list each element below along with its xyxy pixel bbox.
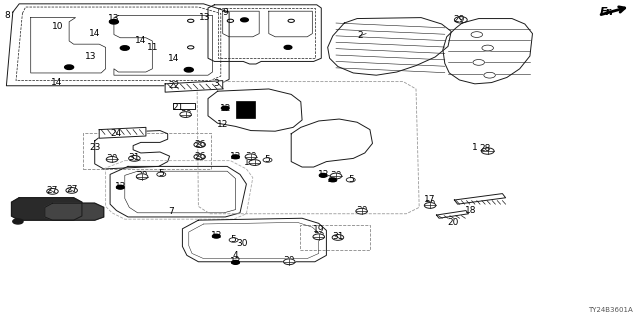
Text: 12: 12 bbox=[211, 231, 222, 240]
Text: 30: 30 bbox=[245, 152, 257, 161]
Text: 16: 16 bbox=[57, 199, 68, 208]
Bar bbox=[236, 101, 255, 118]
Text: 8: 8 bbox=[5, 11, 10, 20]
Text: 4: 4 bbox=[233, 251, 238, 260]
Text: 13: 13 bbox=[85, 52, 97, 60]
Text: 13: 13 bbox=[108, 14, 120, 23]
Text: 30: 30 bbox=[106, 154, 118, 163]
Text: 9: 9 bbox=[223, 8, 228, 17]
Circle shape bbox=[424, 203, 436, 208]
Circle shape bbox=[284, 45, 292, 49]
Circle shape bbox=[330, 173, 342, 179]
Text: 15: 15 bbox=[36, 198, 47, 207]
Text: 28: 28 bbox=[479, 144, 491, 153]
Circle shape bbox=[232, 155, 239, 159]
Text: 12: 12 bbox=[220, 104, 231, 113]
Text: 18: 18 bbox=[465, 206, 476, 215]
Text: 10: 10 bbox=[52, 22, 63, 31]
Circle shape bbox=[232, 260, 239, 264]
Text: 20: 20 bbox=[447, 218, 459, 227]
Text: 25: 25 bbox=[12, 214, 24, 223]
Circle shape bbox=[484, 72, 495, 78]
Text: 29: 29 bbox=[454, 15, 465, 24]
Text: 30: 30 bbox=[180, 110, 191, 119]
Text: 6: 6 bbox=[239, 103, 244, 112]
Text: TY24B3601A: TY24B3601A bbox=[588, 307, 632, 313]
Text: 12: 12 bbox=[327, 175, 339, 184]
Text: 14: 14 bbox=[135, 36, 147, 45]
Text: 30: 30 bbox=[236, 239, 248, 248]
Circle shape bbox=[116, 185, 124, 189]
Text: 12: 12 bbox=[230, 257, 241, 266]
Circle shape bbox=[212, 234, 220, 238]
Circle shape bbox=[473, 60, 484, 65]
Text: 22: 22 bbox=[168, 81, 180, 90]
Text: 23: 23 bbox=[89, 143, 100, 152]
Text: 12: 12 bbox=[317, 170, 329, 179]
Text: 14: 14 bbox=[89, 29, 100, 38]
Text: 5: 5 bbox=[348, 175, 353, 184]
Circle shape bbox=[65, 65, 74, 69]
Circle shape bbox=[245, 154, 257, 160]
Text: 30: 30 bbox=[356, 206, 367, 215]
Circle shape bbox=[319, 173, 327, 177]
Circle shape bbox=[471, 32, 483, 37]
Text: 12: 12 bbox=[115, 182, 126, 191]
Bar bbox=[300, 225, 370, 250]
Text: 12: 12 bbox=[244, 158, 255, 167]
Circle shape bbox=[356, 208, 367, 214]
Text: 13: 13 bbox=[199, 13, 211, 22]
Circle shape bbox=[221, 106, 229, 110]
Text: 30: 30 bbox=[284, 256, 295, 265]
Text: 30: 30 bbox=[136, 171, 148, 180]
Text: 21: 21 bbox=[172, 103, 184, 112]
Text: Fr.: Fr. bbox=[600, 7, 614, 17]
Circle shape bbox=[13, 219, 23, 224]
Text: 1: 1 bbox=[472, 143, 477, 152]
Circle shape bbox=[249, 160, 260, 165]
Text: 3: 3 bbox=[214, 79, 219, 88]
Polygon shape bbox=[12, 198, 82, 220]
Text: 2: 2 bbox=[357, 31, 362, 40]
Circle shape bbox=[184, 68, 193, 72]
Text: 31: 31 bbox=[332, 232, 344, 241]
Text: 11: 11 bbox=[147, 43, 158, 52]
Text: 17: 17 bbox=[424, 195, 436, 204]
Text: 14: 14 bbox=[168, 54, 180, 63]
Text: 12: 12 bbox=[230, 152, 241, 161]
Text: 26: 26 bbox=[194, 152, 205, 161]
Text: 27: 27 bbox=[66, 185, 77, 194]
Polygon shape bbox=[45, 203, 104, 220]
Text: 14: 14 bbox=[51, 78, 62, 87]
Text: 30: 30 bbox=[330, 171, 342, 180]
Text: 19: 19 bbox=[313, 225, 324, 234]
Text: 5: 5 bbox=[265, 155, 270, 164]
Circle shape bbox=[241, 18, 248, 22]
Polygon shape bbox=[99, 127, 146, 138]
Text: 24: 24 bbox=[111, 129, 122, 138]
Circle shape bbox=[136, 174, 148, 180]
Circle shape bbox=[120, 46, 129, 50]
Circle shape bbox=[106, 156, 118, 162]
Circle shape bbox=[329, 178, 337, 182]
Text: 30: 30 bbox=[424, 200, 436, 209]
Text: 5: 5 bbox=[159, 169, 164, 178]
Text: 5: 5 bbox=[231, 235, 236, 244]
Circle shape bbox=[284, 259, 295, 265]
Text: 7: 7 bbox=[169, 207, 174, 216]
Text: 30: 30 bbox=[313, 232, 324, 241]
Bar bbox=[83, 133, 211, 169]
Circle shape bbox=[482, 45, 493, 51]
Polygon shape bbox=[165, 81, 223, 92]
Text: 12: 12 bbox=[217, 120, 228, 129]
Circle shape bbox=[313, 234, 324, 240]
Text: 27: 27 bbox=[47, 186, 58, 195]
Text: 26: 26 bbox=[194, 140, 205, 149]
Circle shape bbox=[109, 20, 118, 24]
Circle shape bbox=[180, 112, 191, 117]
Polygon shape bbox=[454, 194, 506, 204]
Text: 31: 31 bbox=[129, 153, 140, 162]
Polygon shape bbox=[436, 211, 468, 218]
